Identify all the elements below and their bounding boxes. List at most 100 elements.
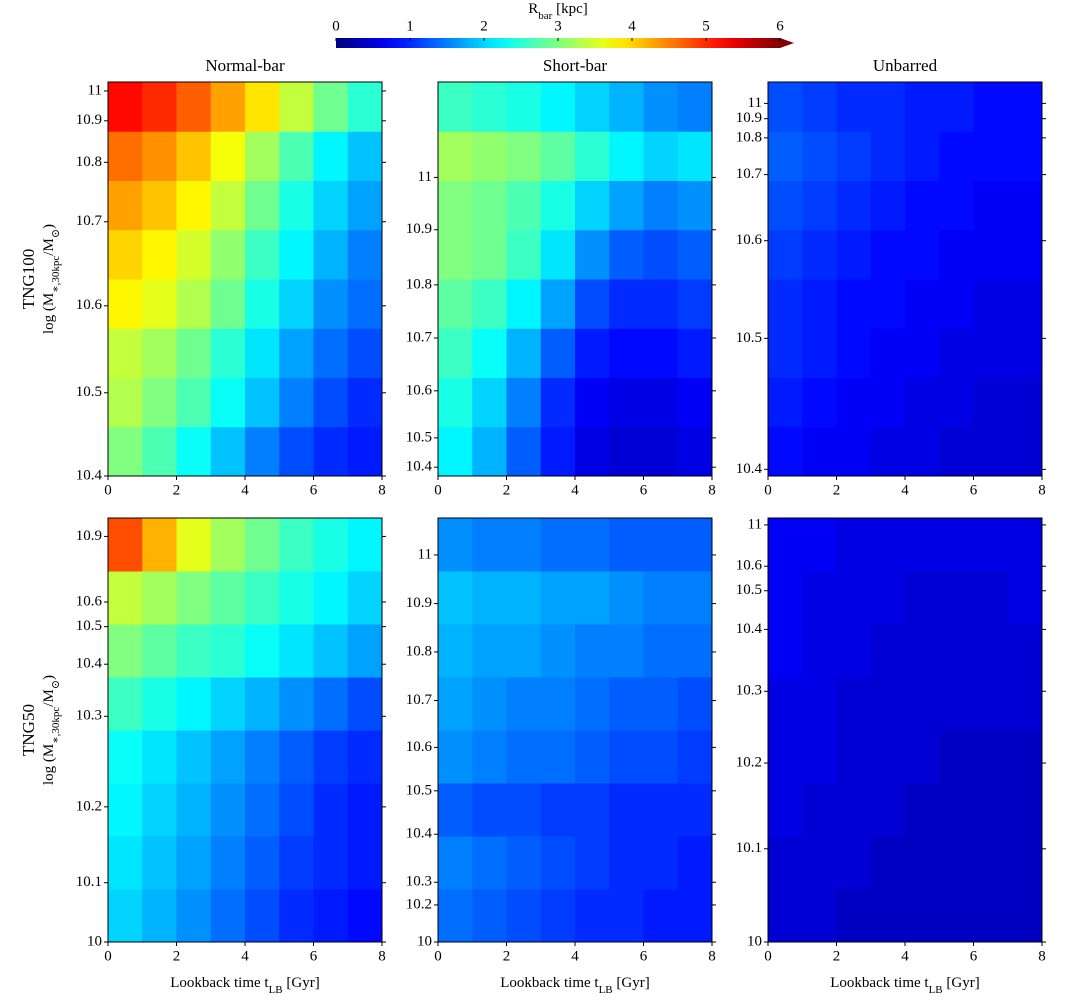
heatmap-cell: [313, 377, 349, 428]
heatmap-cell: [905, 783, 940, 837]
heatmap-cell: [472, 426, 507, 477]
heatmap-cell: [802, 229, 837, 280]
heatmap-cell: [472, 889, 507, 943]
heatmap-cell: [575, 131, 610, 181]
heatmap-cell: [973, 131, 1009, 181]
heatmap-cell: [802, 518, 837, 572]
heatmap-cell: [313, 518, 349, 572]
heatmap-cell: [210, 426, 246, 477]
heatmap-cell: [438, 624, 473, 678]
column-title: Unbarred: [873, 56, 938, 75]
colorbar-tick-label: 3: [554, 18, 562, 34]
heatmap-cell: [643, 229, 679, 280]
heatmap-cell: [870, 730, 906, 784]
heatmap-cell: [176, 783, 212, 837]
heatmap-cell: [506, 518, 542, 572]
heatmap-cell: [836, 624, 872, 678]
heatmap-cell: [836, 377, 872, 428]
text-part: [Gyr]: [613, 975, 650, 991]
heatmap-cell: [643, 730, 679, 784]
heatmap-cell: [313, 571, 349, 625]
heatmap-cell: [313, 229, 349, 280]
heatmap-cell: [973, 518, 1009, 572]
heatmap-cell: [973, 730, 1009, 784]
heatmap-cell: [210, 677, 246, 731]
heatmap-cell: [870, 624, 906, 678]
heatmap-cell: [347, 279, 383, 329]
subscript: LB: [269, 984, 283, 996]
heatmap-cell: [939, 426, 974, 477]
heatmap-cell: [643, 783, 679, 837]
heatmap-cell: [905, 229, 940, 280]
heatmap-cell: [108, 82, 143, 132]
y-tick-label: 10: [417, 933, 432, 949]
heatmap-cell: [973, 180, 1009, 231]
heatmap-cell: [939, 82, 974, 132]
y-tick-label: 10.4: [76, 467, 103, 483]
heatmap-cell: [245, 229, 280, 280]
heatmap-cell: [905, 518, 940, 572]
heatmap-cell: [905, 624, 940, 678]
heatmap-cell: [176, 82, 212, 132]
heatmap-cell: [540, 377, 576, 428]
x-tick-label: 4: [901, 948, 909, 964]
row-title: TNG50: [19, 704, 38, 756]
heatmap-cell: [506, 82, 542, 132]
heatmap-cell: [176, 279, 212, 329]
heatmap-cell: [438, 730, 473, 784]
y-tick-label: 10.6: [406, 382, 433, 398]
heatmap-cell: [1007, 131, 1043, 181]
heatmap-cell: [973, 783, 1009, 837]
heatmap-cell: [1007, 624, 1043, 678]
heatmap-cell: [870, 783, 906, 837]
y-tick-label: 10.4: [736, 461, 763, 477]
text-part: ): [41, 675, 57, 680]
heatmap-cell: [643, 677, 679, 731]
text-part: /M: [41, 689, 57, 707]
heatmap-cell: [506, 279, 542, 329]
heatmap-cell: [677, 889, 713, 943]
heatmap-cell: [973, 377, 1009, 428]
heatmap-cell: [609, 889, 644, 943]
heatmap-cell: [939, 279, 974, 329]
heatmap-cell: [939, 377, 974, 428]
heatmap-cell: [176, 730, 212, 784]
heatmap-cell: [108, 377, 143, 428]
heatmap-cell: [677, 180, 713, 231]
y-tick-label: 10.5: [736, 330, 762, 346]
heatmap-cell: [347, 131, 383, 181]
heatmap-cell: [643, 518, 679, 572]
heatmap-cell: [836, 518, 872, 572]
heatmap-cell: [142, 82, 177, 132]
y-tick-label: 10.5: [406, 782, 432, 798]
y-tick-label: 10.7: [736, 166, 763, 182]
y-tick-label: 11: [418, 169, 432, 185]
heatmap-cell: [142, 328, 177, 378]
subscript: ⊙: [50, 229, 62, 238]
heatmap-cell: [506, 328, 542, 378]
heatmap-cell: [1007, 279, 1043, 329]
heatmap-cell: [643, 426, 679, 477]
heatmap-cell: [142, 518, 177, 572]
y-tick-label: 10.2: [76, 798, 102, 814]
row-title: TNG100: [19, 249, 38, 309]
colorbar-tick-label: 4: [628, 18, 636, 34]
heatmap-cell: [870, 82, 906, 132]
heatmap-cell: [768, 836, 803, 890]
y-tick-label: 10.5: [406, 429, 432, 445]
heatmap-cell: [245, 426, 280, 477]
heatmap-cell: [210, 730, 246, 784]
heatmap-cell: [973, 229, 1009, 280]
subscript: LB: [929, 984, 943, 996]
heatmap-cell: [575, 571, 610, 625]
heatmap-cell: [347, 571, 383, 625]
heatmap-cell: [540, 836, 576, 890]
heatmap-cell: [347, 180, 383, 231]
heatmap-cell: [836, 426, 872, 477]
heatmap-cell: [939, 624, 974, 678]
heatmap-cell: [142, 783, 177, 837]
x-tick-label: 8: [708, 482, 716, 498]
heatmap-cell: [768, 279, 803, 329]
y-tick-label: 10.2: [736, 754, 762, 770]
heatmap-cell: [768, 889, 803, 943]
